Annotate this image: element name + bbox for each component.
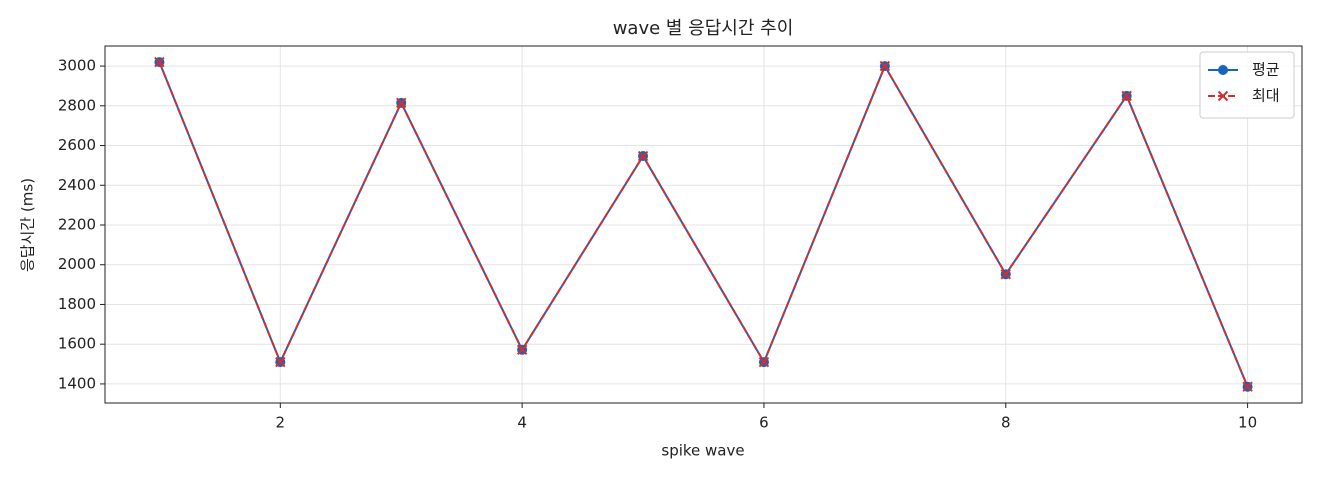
axes-frame	[104, 45, 1303, 404]
x-axis-label: spike wave	[661, 442, 744, 460]
marker	[275, 356, 286, 368]
plot-area	[154, 56, 1253, 392]
marker	[758, 356, 770, 368]
grid: 2 4 6 8 10 1400 1600 1800 2000 2200 2400 2600 2800 30…	[58, 46, 1302, 432]
marker	[154, 56, 165, 68]
x-tick-label: 4	[517, 414, 527, 432]
y-tick-label: 2800	[58, 96, 96, 114]
legend-box	[1199, 51, 1295, 119]
marker	[516, 344, 528, 355]
marker	[637, 150, 649, 162]
marker	[1000, 269, 1011, 280]
y-tick-label: 3000	[58, 57, 96, 75]
y-axis-label: 응답시간 (ms)	[19, 178, 37, 272]
series-line	[158, 61, 1249, 388]
marker	[1242, 381, 1253, 392]
chart-title: wave 별 응답시간 추이	[613, 18, 794, 39]
y-tick-label: 1400	[58, 374, 96, 392]
y-tick-label: 2200	[58, 215, 96, 233]
legend-label: 최대	[1252, 87, 1280, 105]
y-tick-label: 2400	[58, 176, 96, 194]
x-tick-label: 6	[759, 414, 769, 432]
legend-label: 평균	[1252, 61, 1280, 79]
y-tick-label: 2600	[58, 136, 96, 154]
y-tick-label: 1600	[58, 335, 96, 353]
marker	[1121, 90, 1132, 102]
x-tick-label: 10	[1238, 414, 1257, 432]
y-tick-label: 1800	[58, 295, 96, 313]
marker	[879, 60, 891, 72]
marker	[1218, 65, 1228, 75]
marker	[396, 97, 407, 109]
x-tick-label: 2	[276, 414, 286, 432]
marker	[1217, 90, 1229, 102]
y-tick-label: 2000	[58, 255, 96, 273]
x-tick-label: 8	[1001, 414, 1011, 432]
